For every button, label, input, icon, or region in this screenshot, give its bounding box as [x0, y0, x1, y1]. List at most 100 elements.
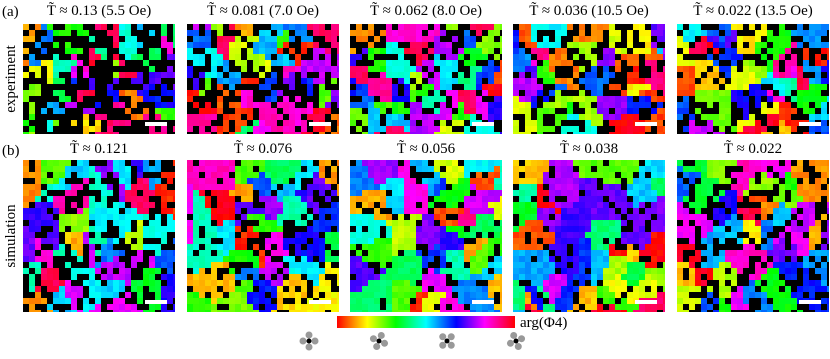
- domain-pixel: [707, 262, 713, 268]
- domain-pixel: [149, 310, 155, 312]
- domain-pixel: [155, 214, 161, 220]
- domain-pixel: [271, 226, 277, 232]
- domain-pixel: [809, 132, 815, 134]
- domain-pixel: [531, 172, 537, 178]
- domain-pixel: [555, 208, 561, 214]
- domain-pixel: [199, 238, 205, 244]
- domain-pixel: [101, 238, 107, 244]
- domain-pixel: [404, 126, 410, 132]
- domain-pixel: [633, 190, 639, 196]
- domain-pixel: [573, 42, 579, 48]
- domain-pixel: [701, 190, 707, 196]
- domain-pixel: [755, 196, 761, 202]
- domain-pixel: [319, 78, 325, 84]
- domain-pixel: [368, 298, 374, 304]
- domain-pixel: [719, 166, 725, 172]
- domain-pixel: [301, 36, 307, 42]
- domain-pixel: [77, 60, 83, 66]
- domain-pixel: [755, 42, 761, 48]
- domain-pixel: [277, 292, 283, 298]
- domain-pixel: [755, 48, 761, 54]
- domain-pixel: [779, 54, 785, 60]
- domain-pixel: [155, 250, 161, 256]
- domain-pixel: [283, 132, 289, 134]
- domain-pixel: [677, 54, 683, 60]
- domain-pixel: [549, 178, 555, 184]
- domain-pixel: [271, 262, 277, 268]
- domain-pixel: [470, 292, 476, 298]
- domain-pixel: [125, 120, 131, 126]
- domain-pixel: [719, 208, 725, 214]
- domain-pixel: [428, 250, 434, 256]
- domain-pixel: [356, 298, 362, 304]
- domain-pixel: [543, 36, 549, 42]
- domain-pixel: [319, 274, 325, 280]
- domain-pixel: [356, 160, 362, 166]
- domain-pixel: [585, 172, 591, 178]
- domain-pixel: [452, 250, 458, 256]
- domain-pixel: [603, 268, 609, 274]
- domain-pixel: [199, 310, 205, 312]
- domain-pixel: [193, 208, 199, 214]
- domain-pixel: [657, 102, 663, 108]
- domain-pixel: [416, 108, 422, 114]
- domain-pixel: [645, 310, 651, 312]
- domain-pixel: [737, 226, 743, 232]
- domain-pixel: [639, 132, 645, 134]
- domain-pixel: [773, 250, 779, 256]
- domain-pixel: [125, 280, 131, 286]
- domain-pixel: [131, 262, 137, 268]
- domain-pixel: [247, 126, 253, 132]
- domain-pixel: [187, 274, 193, 280]
- domain-pixel: [362, 78, 368, 84]
- domain-pixel: [350, 280, 356, 286]
- domain-pixel: [695, 42, 701, 48]
- domain-pixel: [223, 208, 229, 214]
- domain-pixel: [537, 196, 543, 202]
- domain-pixel: [392, 166, 398, 172]
- domain-pixel: [525, 286, 531, 292]
- domain-pixel: [531, 36, 537, 42]
- domain-pixel: [325, 96, 331, 102]
- domain-pixel: [513, 202, 519, 208]
- domain-pixel: [428, 96, 434, 102]
- domain-pixel: [651, 280, 657, 286]
- domain-pixel: [821, 244, 827, 250]
- domain-pixel: [89, 196, 95, 202]
- domain-pixel: [119, 172, 125, 178]
- domain-pixel: [719, 36, 725, 42]
- domain-pixel: [494, 166, 500, 172]
- domain-pixel: [374, 78, 380, 84]
- domain-pixel: [47, 66, 53, 72]
- domain-pixel: [434, 126, 440, 132]
- domain-pixel: [29, 90, 35, 96]
- domain-pixel: [337, 256, 339, 262]
- domain-pixel: [615, 256, 621, 262]
- domain-pixel: [549, 232, 555, 238]
- domain-pixel: [725, 178, 731, 184]
- domain-pixel: [549, 24, 555, 30]
- domain-pixel: [597, 238, 603, 244]
- domain-pixel: [155, 220, 161, 226]
- domain-pixel: [743, 72, 749, 78]
- domain-pixel: [815, 226, 821, 232]
- domain-pixel: [205, 42, 211, 48]
- domain-pixel: [677, 90, 683, 96]
- domain-pixel: [725, 250, 731, 256]
- domain-pixel: [579, 48, 585, 54]
- domain-pixel: [337, 208, 339, 214]
- domain-pixel: [223, 190, 229, 196]
- domain-pixel: [386, 48, 392, 54]
- domain-pixel: [107, 84, 113, 90]
- domain-pixel: [137, 310, 143, 312]
- domain-pixel: [77, 256, 83, 262]
- domain-pixel: [235, 126, 241, 132]
- domain-pixel: [143, 178, 149, 184]
- domain-pixel: [543, 280, 549, 286]
- domain-pixel: [639, 24, 645, 30]
- domain-pixel: [331, 292, 337, 298]
- domain-pixel: [627, 78, 633, 84]
- domain-pixel: [422, 232, 428, 238]
- domain-pixel: [464, 286, 470, 292]
- domain-pixel: [639, 166, 645, 172]
